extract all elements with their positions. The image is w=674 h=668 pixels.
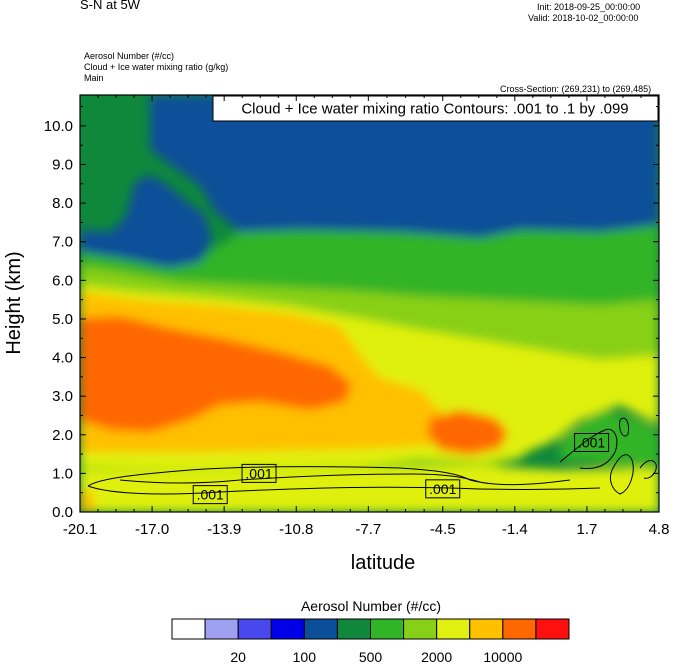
region-orange-corner [80, 490, 95, 512]
y-tick-label: 8.0 [52, 195, 73, 212]
y-tick-label: 10.0 [44, 118, 73, 135]
region-dark-blue-left [80, 175, 212, 268]
colorbar-label: 500 [359, 649, 383, 665]
cross-section-label: Cross-Section: (269,231) to (269,485) [500, 84, 652, 94]
colorbar-label: 2000 [421, 649, 452, 665]
y-tick-label: 6.0 [52, 272, 73, 289]
x-tick-label: -13.9 [207, 521, 241, 538]
x-tick-label: -20.1 [63, 521, 97, 538]
x-tick-label: -7.7 [355, 521, 381, 538]
contour-legend-text: Cloud + Ice water mixing ratio Contours:… [241, 101, 628, 118]
x-tick-label: -1.4 [502, 521, 528, 538]
x-axis-label: latitude [351, 552, 416, 574]
x-tick-label: -10.8 [279, 521, 313, 538]
x-tick-label: -17.0 [135, 521, 169, 538]
x-tick-label: 1.7 [576, 521, 597, 538]
contour-label: .001 [425, 479, 461, 499]
contour-label: .001 [574, 433, 610, 452]
colorbar-label: 100 [293, 649, 317, 665]
field-label-aerosol: Aerosol Number (#/cc) [84, 51, 175, 61]
contour-label-text: .001 [197, 487, 224, 503]
contour-line-7 [619, 417, 629, 437]
colorbar-swatch [237, 618, 272, 640]
colorbar-swatch [469, 618, 504, 640]
region-orange-small [428, 410, 508, 455]
region-yellow-bottom [80, 466, 659, 512]
contour-line-1 [87, 466, 571, 487]
contour-line-5 [609, 454, 634, 495]
region-dark-blue-top [150, 95, 659, 238]
region-green-mid [80, 225, 659, 305]
x-tick-label: -4.5 [430, 521, 456, 538]
colorbar-swatch [535, 618, 570, 640]
y-tick-label: 5.0 [52, 311, 73, 328]
contour-label-text: .001 [578, 435, 605, 451]
contour-line-3 [119, 473, 481, 484]
colorbar-swatch [403, 618, 438, 640]
valid-time: Valid: 2018-10-02_00:00:00 [528, 13, 639, 23]
init-time: Init: 2018-09-25_00:00:00 [537, 2, 641, 12]
contour-label-box [192, 485, 228, 505]
y-tick-label: 3.0 [52, 388, 73, 405]
plot-title: S-N at 5W [80, 0, 140, 12]
cloud-contours [87, 417, 657, 495]
contour-labels: .001 .001 .001 .001 [192, 433, 610, 505]
aerosol-field [80, 95, 659, 512]
region-orange-main [80, 316, 352, 432]
y-tick-label: 4.0 [52, 350, 73, 367]
contour-legend-box [212, 95, 659, 122]
y-tick-label: 9.0 [52, 157, 73, 174]
axes: -20.1 -17.0 -13.9 -10.8 -7.7 -4.5 -1.4 1.7 4.8 0.… [44, 95, 670, 538]
contour-label-text: .001 [245, 465, 272, 481]
colorbar-swatch [204, 618, 239, 640]
contour-label-box [241, 463, 277, 483]
colorbar-swatch [270, 618, 305, 640]
field-label-cloud: Cloud + Ice water mixing ratio (g/kg) [84, 62, 229, 72]
colorbar-swatch [436, 618, 471, 640]
contour-label-box [425, 479, 461, 499]
contour-label-box [574, 433, 610, 452]
y-tick-label: 7.0 [52, 234, 73, 251]
x-tick-label: 4.8 [649, 521, 670, 538]
colorbar-swatch [502, 618, 537, 640]
colorbar-label: 20 [230, 649, 246, 665]
region-green-right-bottom [560, 410, 659, 470]
colorbar-swatch [336, 618, 371, 640]
colorbar: 20 100 500 2000 10000 [171, 618, 570, 665]
field-label-main: Main [84, 73, 104, 83]
contour-label: .001 [192, 485, 228, 505]
colorbar-title: Aerosol Number (#/cc) [301, 598, 441, 614]
contour-label: .001 [241, 463, 277, 483]
y-tick-label: 2.0 [52, 427, 73, 444]
y-tick-label: 0.0 [52, 504, 73, 521]
y-axis-label: Height (km) [3, 251, 25, 354]
contour-line-4 [559, 428, 618, 469]
colorbar-swatch [303, 618, 338, 640]
contour-label-text: .001 [429, 481, 456, 497]
contour-line-6 [639, 460, 657, 479]
colorbar-swatch [370, 618, 405, 640]
contour-line-2 [87, 485, 601, 495]
y-tick-label: 1.0 [52, 465, 73, 482]
colorbar-label: 10000 [483, 649, 522, 665]
colorbar-swatch [171, 618, 206, 640]
plot-frame [79, 94, 660, 513]
